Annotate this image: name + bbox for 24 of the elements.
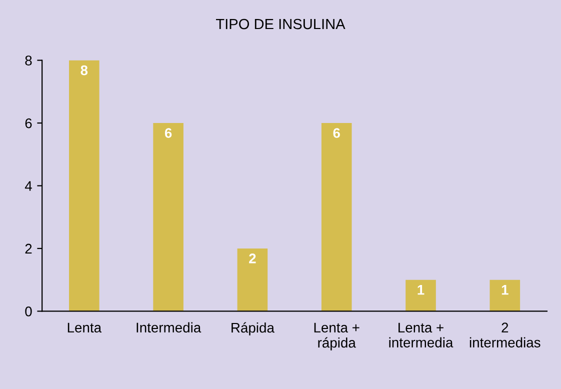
y-tick-label: 4 [24,181,32,191]
data-label: 1 [418,285,424,295]
data-label: 2 [249,254,256,264]
data-label: 6 [164,128,172,138]
chart-title: TIPO DE INSULINA [216,18,346,30]
data-label: 1 [502,285,508,295]
data-label: 6 [333,128,340,138]
data-label: 8 [80,65,88,76]
bar [237,248,268,312]
x-tick-label: Intermedia [136,322,202,333]
y-tick-label: 8 [25,56,32,66]
x-tick-label: Rápida [232,322,274,336]
bar [490,280,520,312]
x-tick-label: Lenta + rápida [314,322,360,350]
y-tick-label: 6 [25,118,32,128]
y-tick-label: 0 [25,306,32,316]
bar [406,280,436,312]
bar [153,123,184,312]
bar [321,123,352,312]
x-tick-label: 2 intermedias [470,322,540,348]
x-tick-label: Lenta [68,322,102,333]
bar [69,60,100,312]
y-tick-label: 2 [25,244,32,254]
x-tick-label: Lenta + intermedia [389,322,454,348]
